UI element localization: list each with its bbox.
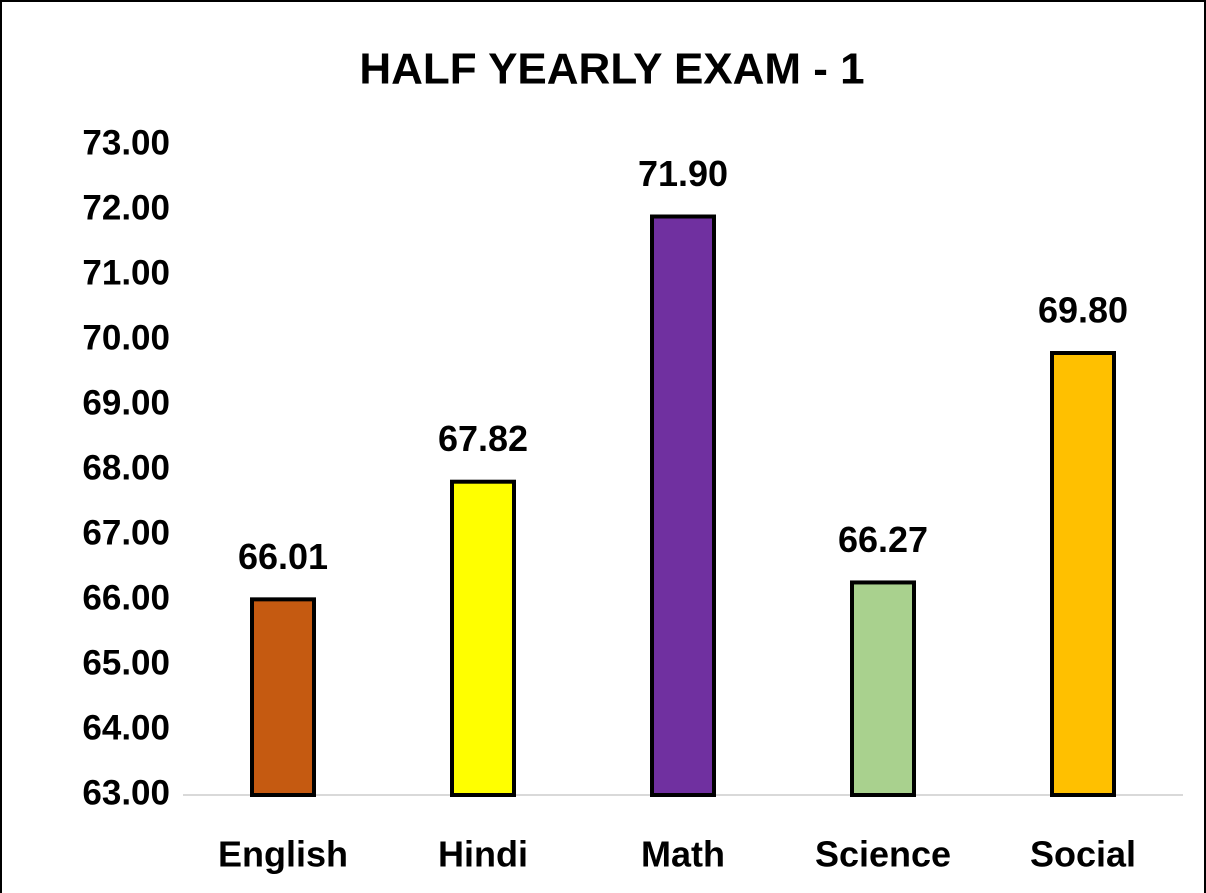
y-tick-label: 66.00	[82, 578, 170, 617]
y-tick-label: 71.00	[82, 253, 170, 292]
bar	[850, 580, 916, 798]
bar	[250, 597, 316, 797]
x-tick-label: Social	[1030, 834, 1136, 875]
bar	[650, 214, 716, 797]
x-tick-label: Math	[641, 834, 725, 875]
data-label: 67.82	[438, 418, 528, 459]
y-tick-label: 63.00	[82, 773, 170, 812]
y-tick-label: 72.00	[82, 188, 170, 227]
bar	[450, 479, 516, 797]
x-tick-label: Hindi	[438, 834, 528, 875]
y-tick-label: 73.00	[82, 123, 170, 162]
y-tick-label: 65.00	[82, 643, 170, 682]
data-label: 69.80	[1038, 290, 1128, 331]
chart-title: HALF YEARLY EXAM - 1	[359, 45, 864, 94]
data-label: 66.01	[238, 536, 328, 577]
y-tick-label: 67.00	[82, 513, 170, 552]
y-tick-label: 68.00	[82, 448, 170, 487]
y-tick-label: 69.00	[82, 383, 170, 422]
x-tick-label: Science	[815, 834, 951, 875]
y-tick-label: 64.00	[82, 708, 170, 747]
data-label: 71.90	[638, 153, 728, 194]
y-tick-label: 70.00	[82, 318, 170, 357]
data-label: 66.27	[838, 519, 928, 560]
x-tick-label: English	[218, 834, 348, 875]
bar	[1050, 351, 1116, 797]
